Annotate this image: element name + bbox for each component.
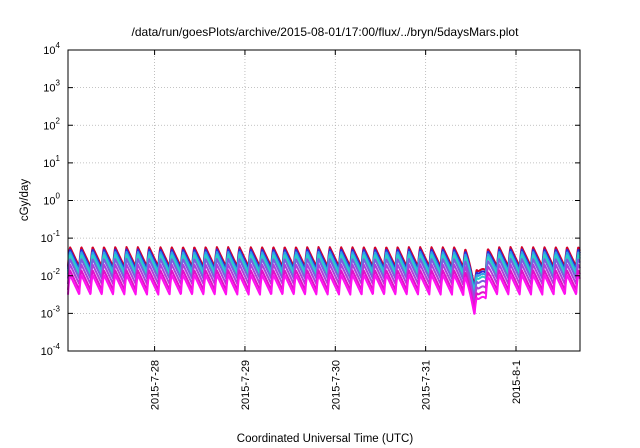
grid	[68, 50, 580, 351]
y-tick-label: 103	[43, 79, 60, 95]
series-line-4	[67, 253, 581, 295]
chart-title: /data/run/goesPlots/archive/2015-08-01/1…	[132, 25, 520, 39]
y-tick-label: 104	[43, 41, 60, 57]
series-line-2	[67, 248, 581, 290]
y-tick-label: 10-4	[41, 342, 61, 358]
series-line-8	[67, 273, 581, 315]
series-group	[67, 246, 581, 315]
x-tick-label: 2015-7-31	[421, 360, 433, 410]
y-axis-label: cGy/day	[19, 179, 31, 221]
y-axis: 10-4 10-3 10-2 10-1 100 101 102 103 104	[41, 41, 580, 358]
series-line-7	[67, 269, 581, 311]
x-tick-label: 2015-7-28	[150, 360, 162, 410]
y-tick-label: 101	[43, 154, 60, 170]
x-tick-label: 2015-7-30	[330, 360, 342, 410]
x-tick-label: 2015-8-1	[511, 360, 523, 404]
x-tick-label: 2015-7-29	[240, 360, 252, 410]
series-line-3	[67, 250, 581, 292]
y-tick-label: 102	[43, 116, 60, 132]
y-tick-label: 10-1	[41, 229, 61, 245]
y-tick-label: 10-2	[41, 267, 61, 283]
series-line-5	[67, 257, 581, 299]
series-line-6	[67, 263, 581, 305]
series-line-1	[67, 246, 581, 287]
x-axis-label: Coordinated Universal Time (UTC)	[237, 433, 414, 445]
x-axis: 2015-7-28 2015-7-29 2015-7-30 2015-7-31 2015…	[150, 50, 523, 410]
y-tick-label: 10-3	[41, 304, 61, 320]
y-tick-label: 100	[43, 192, 60, 208]
